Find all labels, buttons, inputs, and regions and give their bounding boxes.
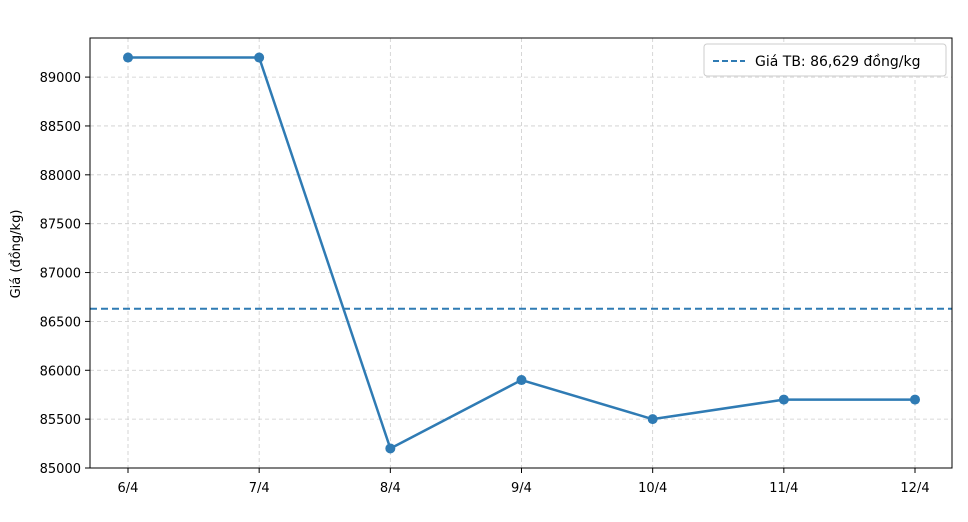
x-tick-label: 10/4 (638, 481, 667, 496)
price-data-point (647, 414, 658, 425)
x-tick-label: 7/4 (249, 481, 270, 496)
x-axis-ticks: 6/4 7/4 8/4 9/4 10/4 11/4 12/4 (118, 468, 930, 496)
price-data-point (385, 443, 396, 454)
x-tick-label: 8/4 (380, 481, 401, 496)
y-axis-label: Giá (đồng/kg) (9, 210, 24, 299)
y-tick-label: 85000 (40, 462, 81, 477)
series-group (123, 52, 920, 454)
y-tick-label: 88000 (40, 169, 81, 184)
price-data-point (254, 52, 265, 63)
y-tick-label: 86000 (40, 364, 81, 379)
y-tick-label: 88500 (40, 120, 81, 135)
x-tick-label: 6/4 (118, 481, 139, 496)
y-tick-label: 85500 (40, 413, 81, 428)
price-data-point (123, 52, 133, 63)
price-data-point (778, 394, 789, 405)
legend: Giá TB: 86,629 đồng/kg (703, 43, 947, 77)
price-data-point (516, 375, 527, 386)
x-tick-label: 12/4 (900, 481, 929, 496)
legend-box (703, 43, 947, 77)
y-axis-ticks: 85000 85500 86000 86500 87000 87500 88000 88500… (40, 71, 90, 477)
y-tick-label: 89000 (40, 71, 81, 86)
legend-label: Giá TB: 86,629 đồng/kg (755, 53, 920, 70)
x-tick-label: 11/4 (769, 481, 798, 496)
y-tick-label: 86500 (40, 315, 81, 330)
x-tick-label: 9/4 (511, 481, 532, 496)
price-data-point (910, 394, 920, 405)
y-tick-label: 87500 (40, 218, 81, 233)
grid-lines (90, 38, 952, 469)
y-tick-label: 87000 (40, 267, 81, 282)
axes (89, 37, 953, 469)
plot-frame (89, 37, 953, 469)
